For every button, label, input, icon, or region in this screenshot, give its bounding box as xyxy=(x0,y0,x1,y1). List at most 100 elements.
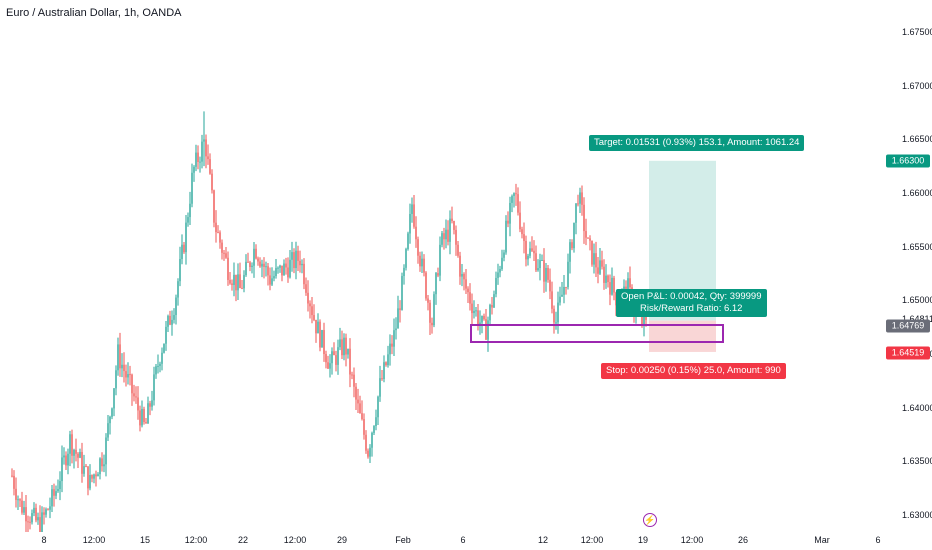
candle-body xyxy=(303,263,305,285)
candle-body xyxy=(553,308,555,323)
candle-body xyxy=(461,273,463,277)
candle-body xyxy=(181,244,183,259)
candle-body xyxy=(573,222,575,249)
candle-body xyxy=(357,399,359,404)
candle-body xyxy=(423,258,425,273)
candle-body xyxy=(95,474,97,477)
candle-body xyxy=(77,453,79,458)
candle-body xyxy=(293,252,295,269)
candle-body xyxy=(183,244,185,253)
candle-body xyxy=(29,521,31,523)
candle-body xyxy=(315,319,317,334)
candle-body xyxy=(259,261,261,267)
candle-body xyxy=(387,354,389,366)
candle-body xyxy=(139,410,141,426)
candle-body xyxy=(403,267,405,277)
candle-body xyxy=(55,491,57,496)
time-tick: Mar xyxy=(814,535,830,545)
candle-body xyxy=(533,250,535,254)
candle-body xyxy=(429,302,431,323)
candle-body xyxy=(495,277,497,295)
candle-body xyxy=(545,267,547,282)
candle-body xyxy=(629,278,631,288)
candle-body xyxy=(415,226,417,240)
chart-canvas[interactable] xyxy=(0,0,884,532)
candle-body xyxy=(267,266,269,276)
candle-body xyxy=(347,348,349,355)
candle-body xyxy=(147,403,149,424)
candle-body xyxy=(531,248,533,251)
candle-body xyxy=(175,297,177,316)
candle-body xyxy=(601,260,603,267)
candle-body xyxy=(117,344,119,371)
candle-body xyxy=(323,330,325,355)
candle-body xyxy=(453,221,455,230)
candle-body xyxy=(71,434,73,456)
candle-body xyxy=(335,355,337,365)
support-rectangle[interactable] xyxy=(470,324,724,343)
candle-body xyxy=(253,248,255,266)
lightning-icon[interactable]: ⚡ xyxy=(643,513,657,527)
price-tick: 1.65500 xyxy=(902,241,932,252)
candle-body xyxy=(19,499,21,501)
time-tick: 15 xyxy=(139,535,151,545)
candle-body xyxy=(389,343,391,355)
candle-body xyxy=(145,422,147,424)
candle-body xyxy=(263,263,265,267)
candle-body xyxy=(219,232,221,243)
candle-body xyxy=(63,455,65,458)
candle-body xyxy=(231,283,233,286)
time-tick: 8 xyxy=(41,535,47,545)
candle-body xyxy=(585,231,587,238)
candle-body xyxy=(341,339,343,356)
candle-body xyxy=(511,196,513,203)
price-tick: 1.67500 xyxy=(902,27,932,37)
candle-body xyxy=(243,275,245,289)
candle-body xyxy=(375,417,377,427)
candle-body xyxy=(355,386,357,400)
candle-body xyxy=(475,310,477,312)
time-axis[interactable]: 8 12:00 15 12:00 22 12:00 29 Feb 6 12 12:00 19 12:00… xyxy=(0,532,884,550)
candle-body xyxy=(307,292,309,304)
candle-body xyxy=(583,204,585,232)
candle-body xyxy=(195,152,197,167)
stop-label: Stop: 0.00250 (0.15%) 25.0, Amount: 990 xyxy=(601,363,786,379)
candle-body xyxy=(137,397,139,411)
candle-body xyxy=(501,257,503,270)
candle-body xyxy=(193,166,195,173)
candle-body xyxy=(455,229,457,245)
candle-body xyxy=(159,363,161,366)
candle-body xyxy=(581,192,583,205)
candle-body xyxy=(227,257,229,280)
candle-body xyxy=(201,141,203,162)
candle-body xyxy=(89,474,91,489)
candle-body xyxy=(249,262,251,267)
candle-body xyxy=(73,449,75,456)
candle-body xyxy=(329,363,331,369)
candle-body xyxy=(83,466,85,474)
candle-body xyxy=(309,303,311,307)
candle-body xyxy=(237,274,239,291)
candle-body xyxy=(405,249,407,268)
candle-body xyxy=(491,305,493,308)
candle-body xyxy=(217,232,219,234)
candle-body xyxy=(325,354,327,363)
candle-body xyxy=(247,261,249,263)
candle-body xyxy=(177,281,179,298)
candle-body xyxy=(59,481,61,490)
candle-body xyxy=(487,320,489,340)
price-axis[interactable]: 1.67500 1.67000 1.66500 1.66000 1.65500 1.650… xyxy=(884,0,932,532)
symbol-title[interactable]: Euro / Australian Dollar, 1h, OANDA xyxy=(6,7,182,19)
price-tick: 1.66500 xyxy=(902,134,932,145)
candle-body xyxy=(131,374,133,394)
candle-body xyxy=(211,173,213,191)
candle-body xyxy=(15,488,17,500)
candle-body xyxy=(577,203,579,205)
chart-area[interactable]: Euro / Australian Dollar, 1h, OANDA Targ… xyxy=(0,0,884,532)
candle-body xyxy=(489,305,491,321)
candle-body xyxy=(349,348,351,375)
candle-body xyxy=(165,326,167,344)
candle-body xyxy=(171,319,173,325)
candle-body xyxy=(289,259,291,278)
price-tick: 1.63000 xyxy=(902,510,932,520)
